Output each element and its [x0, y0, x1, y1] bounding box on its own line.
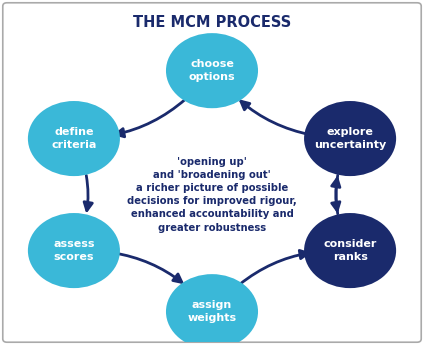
Ellipse shape [28, 213, 120, 288]
Text: choose
options: choose options [189, 59, 235, 82]
Text: assess
scores: assess scores [53, 239, 95, 262]
Text: define
criteria: define criteria [51, 127, 97, 150]
Text: explore
uncertainty: explore uncertainty [314, 127, 386, 150]
Text: assign
weights: assign weights [187, 300, 237, 323]
Ellipse shape [166, 33, 258, 108]
Ellipse shape [166, 274, 258, 345]
Ellipse shape [304, 213, 396, 288]
Text: consider
ranks: consider ranks [324, 239, 377, 262]
Ellipse shape [304, 101, 396, 176]
Text: THE MCM PROCESS: THE MCM PROCESS [133, 14, 291, 30]
Ellipse shape [28, 101, 120, 176]
Text: 'opening up'
and 'broadening out'
a richer picture of possible
decisions for imp: 'opening up' and 'broadening out' a rich… [127, 157, 297, 233]
